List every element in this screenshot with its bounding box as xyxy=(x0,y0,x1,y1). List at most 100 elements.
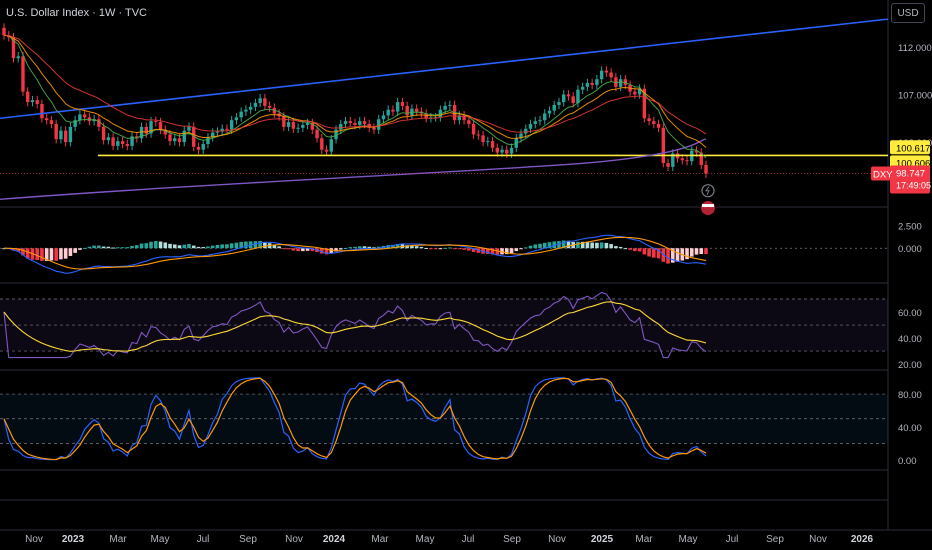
macd-bar xyxy=(547,242,552,249)
candle-body xyxy=(329,139,333,152)
time-tick-label: 2023 xyxy=(62,534,85,545)
macd-bar xyxy=(116,247,120,249)
lightning-icon-bolt xyxy=(705,186,710,195)
time-tick-label: Jul xyxy=(462,534,475,545)
time-tick-label: 2026 xyxy=(851,534,874,545)
candle-body xyxy=(106,137,111,141)
candle-body xyxy=(462,115,466,121)
macd-bar xyxy=(44,248,49,261)
candle-body xyxy=(694,150,699,153)
last-price-label: 98.747 xyxy=(896,169,925,180)
candle-body xyxy=(26,91,30,103)
candle-body xyxy=(509,147,514,154)
candle-body xyxy=(291,122,296,129)
candle-body xyxy=(324,149,329,152)
candle-body xyxy=(348,121,352,124)
macd-bar xyxy=(514,248,519,252)
candle-body xyxy=(334,129,338,140)
candle-body xyxy=(637,88,642,95)
macd-bar xyxy=(139,243,144,249)
macd-bar xyxy=(158,241,163,249)
trendline-upper xyxy=(0,18,889,120)
macd-bar xyxy=(68,248,73,256)
candle-body xyxy=(618,79,623,87)
drawings xyxy=(0,18,889,461)
candle-body xyxy=(97,119,101,127)
candle-body xyxy=(182,130,186,143)
ema-long-line xyxy=(0,138,707,200)
macd-bar xyxy=(49,248,54,261)
macd-bar xyxy=(689,248,694,257)
macd-bar xyxy=(16,248,21,252)
candle-body xyxy=(704,164,708,174)
candle-body xyxy=(495,147,499,153)
candle-body xyxy=(490,141,495,148)
candle-body xyxy=(609,72,613,78)
macd-bar xyxy=(163,242,168,249)
macd-bar xyxy=(486,248,490,254)
candle-body xyxy=(377,119,381,130)
macd-bar xyxy=(533,244,538,249)
symbol-label: DXY xyxy=(873,170,893,181)
macd-bar xyxy=(92,245,96,249)
macd-bar xyxy=(414,246,419,249)
price-tick-label: 112.000 xyxy=(898,43,932,54)
lightning-icon xyxy=(701,184,715,198)
macd-bar xyxy=(334,248,338,252)
price-label: 100.617 xyxy=(896,143,930,154)
macd-bar xyxy=(282,248,286,250)
time-tick-label: Jul xyxy=(726,534,739,545)
candle-body xyxy=(229,120,234,130)
candle-body xyxy=(78,114,82,121)
macd-bar xyxy=(433,248,438,250)
macd-bar xyxy=(144,243,149,249)
macd-bar xyxy=(305,248,310,251)
candle-body xyxy=(656,123,661,128)
macd-bar xyxy=(135,245,139,249)
candle-body xyxy=(552,104,556,111)
candle-body xyxy=(120,141,125,144)
macd-bar xyxy=(623,248,628,250)
macd-bar xyxy=(277,246,281,249)
macd-bar xyxy=(220,244,224,249)
macd-tick-label: 0.000 xyxy=(898,244,922,255)
macd-bar xyxy=(324,248,329,255)
macd-bar xyxy=(599,242,604,249)
candle-body xyxy=(642,88,647,119)
time-tick-label: May xyxy=(679,534,698,545)
candle-body xyxy=(87,117,92,122)
macd-bar xyxy=(628,248,632,250)
candle-body xyxy=(211,132,215,138)
macd-bar xyxy=(410,245,414,249)
candle-body xyxy=(500,149,504,153)
macd-bar xyxy=(353,246,357,249)
candle-body xyxy=(680,158,684,161)
macd-bar xyxy=(182,244,187,249)
macd-bar xyxy=(590,242,594,249)
candle-body xyxy=(652,121,656,124)
macd-bar xyxy=(542,242,547,249)
macd-bar xyxy=(462,248,466,250)
candle-body xyxy=(139,126,144,139)
moving-average-line xyxy=(3,34,707,135)
macd-bar xyxy=(191,245,196,249)
candle-body xyxy=(73,120,77,127)
candle-body xyxy=(177,138,182,143)
macd-bar xyxy=(244,241,248,249)
macd-bar xyxy=(253,241,258,249)
macd-bar xyxy=(187,243,191,249)
candle-body xyxy=(562,94,566,103)
macd-bar xyxy=(652,248,656,258)
candle-body xyxy=(443,105,447,110)
candle-body xyxy=(244,109,248,112)
candle-body xyxy=(585,83,590,87)
candle-body xyxy=(44,118,49,121)
currency-button[interactable]: USD xyxy=(891,3,925,23)
candle-body xyxy=(519,133,523,139)
macd-bar xyxy=(519,248,523,250)
macd-bar xyxy=(87,246,92,249)
macd-bar xyxy=(329,248,334,254)
candle-body xyxy=(386,109,390,116)
macd-bar xyxy=(106,246,111,249)
